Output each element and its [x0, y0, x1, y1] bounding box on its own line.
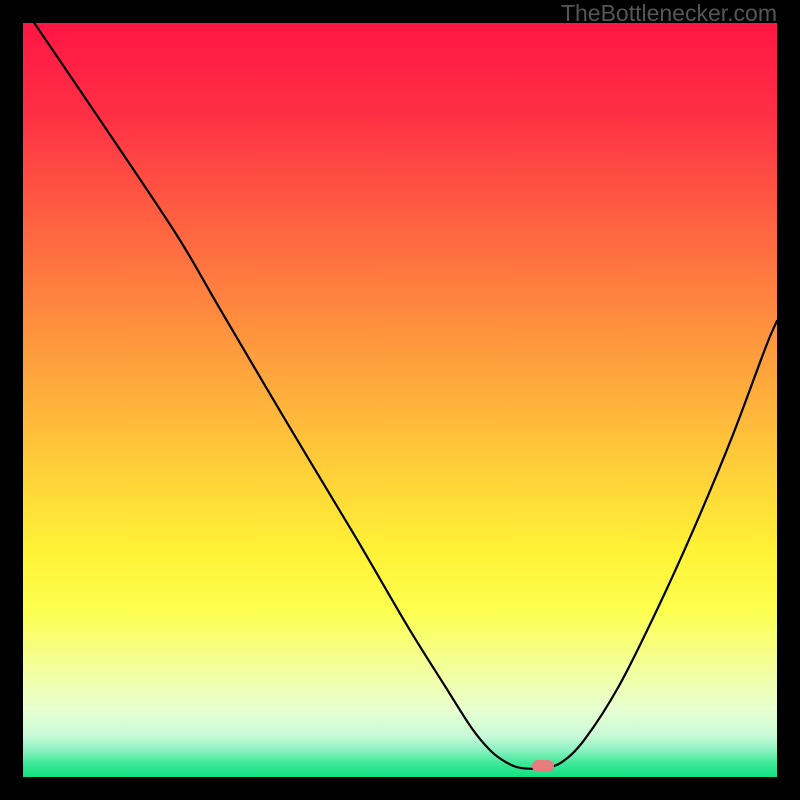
plot-area [23, 23, 777, 777]
watermark-text: TheBottlenecker.com [561, 0, 777, 27]
chart-frame: TheBottlenecker.com [0, 0, 800, 800]
optimum-marker [532, 760, 554, 772]
